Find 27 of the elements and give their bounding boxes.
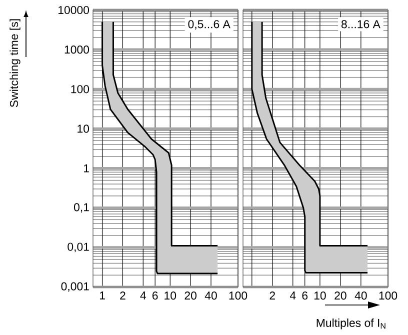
x-tick-label: 4 <box>140 292 146 300</box>
y-tick-label: 1 <box>84 164 89 172</box>
annotation: 0,5...6 A <box>188 20 230 30</box>
x-tick-label: 6 <box>302 292 308 300</box>
y-tick-label: 0,1 <box>74 203 89 213</box>
y-tick-label: 100 <box>71 85 90 94</box>
x-axis-title: Multiples of I$_{N}$ <box>316 318 386 330</box>
x-tick-label: 40 <box>354 292 367 300</box>
x-tick-label: 20 <box>184 292 196 300</box>
y-tick-label: 10000 <box>58 6 90 14</box>
y-tick-label: 10 <box>78 124 90 133</box>
y-axis-title: Switching time [s] <box>10 19 20 108</box>
x-tick-label: 4 <box>290 292 296 300</box>
x-tick-label: 100 <box>229 292 248 300</box>
annotation: 8...16 A <box>341 20 380 28</box>
x-tick-label: 10 <box>314 292 326 300</box>
x-tick-label: 10 <box>164 292 176 300</box>
x-tick-label: 100 <box>379 292 398 300</box>
y-tick-label: 0,001 <box>61 282 89 292</box>
y-tick-label: 1000 <box>64 46 90 54</box>
y-tick-label: 0,01 <box>68 242 89 252</box>
x-tick-label: 20 <box>334 292 346 300</box>
x-tick-label: 40 <box>204 292 217 300</box>
x-tick-label: 1 <box>100 292 105 300</box>
x-tick-label: 2 <box>120 292 126 300</box>
x-tick-label: 6 <box>152 292 158 300</box>
x-tick-label: 2 <box>270 292 275 300</box>
